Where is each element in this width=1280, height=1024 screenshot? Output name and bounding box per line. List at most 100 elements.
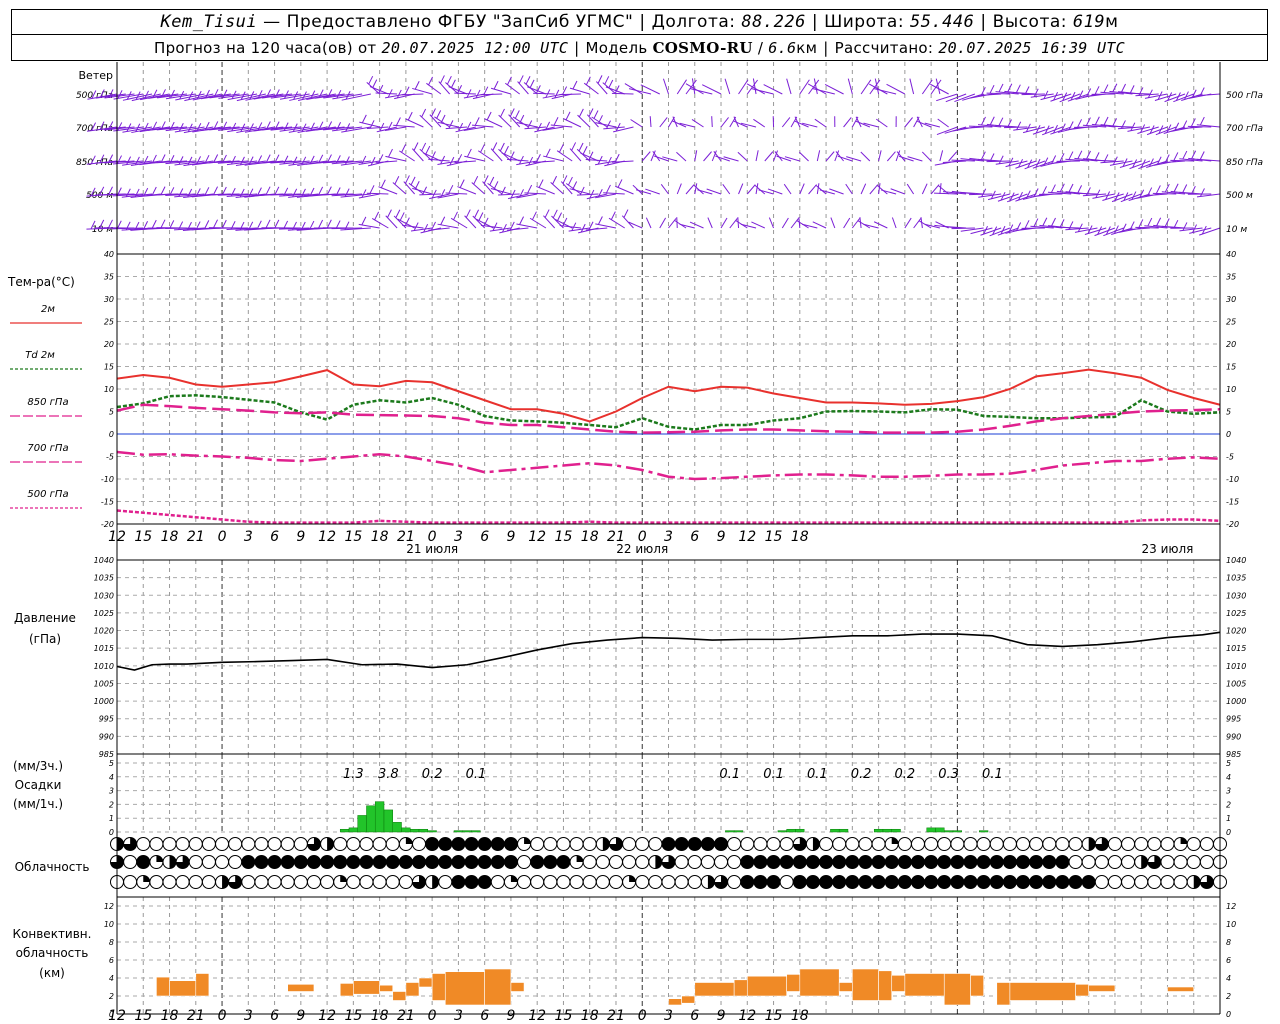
wind-barb-feather <box>981 188 987 197</box>
cloud-cover-symbol <box>241 855 256 869</box>
wind-barb-feather <box>369 185 375 194</box>
wind-barb-feather <box>519 189 524 198</box>
cloud-cover-symbol <box>228 855 243 869</box>
cloud-cover-symbol <box>306 855 321 869</box>
pressure-tick-label-left: 1040 <box>94 556 114 565</box>
cloud-cover-three-quarter <box>228 875 242 889</box>
wind-barb-feather <box>1199 116 1205 126</box>
cloud-cover-symbol <box>438 855 453 869</box>
provider-text: Предоставлено ФГБУ "ЗапСиб УГМС" <box>286 12 634 32</box>
wind-barb <box>723 156 739 162</box>
conv-cloud-bar <box>943 973 971 1006</box>
cloud-cover-symbol <box>792 855 807 869</box>
cloud-cover-symbol <box>976 837 991 851</box>
cloud-cover-symbol <box>779 837 794 851</box>
cloud-cover-symbol <box>149 837 164 851</box>
wind-barb-feather <box>1199 87 1205 96</box>
wind-barb-feather <box>465 209 471 218</box>
cloud-cover-symbol <box>648 837 663 851</box>
wind-barb <box>960 126 984 129</box>
wind-barb-feather <box>439 75 445 84</box>
wind-barb <box>405 118 424 128</box>
wind-barb <box>411 148 424 162</box>
cloud-cover-symbol <box>858 855 873 869</box>
cloud-cover-symbol <box>201 875 216 889</box>
wind-barb <box>399 150 415 162</box>
wind-barb-feather <box>527 120 533 129</box>
cloud-cover-symbol <box>582 855 597 869</box>
wind-barb-feather <box>1043 90 1049 100</box>
cloud-cover-symbol <box>963 837 978 851</box>
wind-barb-feather <box>545 89 551 98</box>
model-name: COSMO-RU <box>652 38 753 57</box>
wind-barb-feather <box>507 76 512 86</box>
wind-barb <box>904 217 912 229</box>
cloud-cover-symbol <box>543 837 558 851</box>
wind-barb-feather <box>528 156 534 166</box>
temp-tick-label-right: 0 <box>1226 430 1231 439</box>
wind-barb-feather <box>990 190 996 200</box>
wind-barb-feather <box>1158 125 1164 134</box>
wind-barb-feather <box>1077 150 1083 159</box>
precip-value-label: 0.2 <box>851 767 872 782</box>
time-tick-label-bottom: 18 <box>581 1008 599 1024</box>
wind-barb-feather <box>1097 226 1103 235</box>
cloud-cover-symbol <box>149 875 164 889</box>
pressure-line <box>116 631 1221 671</box>
wind-barb-feather <box>1164 218 1170 227</box>
cloud-cover-symbol <box>1173 855 1188 869</box>
wind-barb-feather <box>998 117 1004 126</box>
cloud-cover-symbol <box>372 875 387 889</box>
wind-barb <box>798 151 809 162</box>
wind-barb <box>874 78 880 95</box>
precip-bar <box>374 801 385 833</box>
precip-bar <box>979 830 989 833</box>
wind-barb-feather <box>431 189 437 199</box>
wind-barb-feather <box>597 155 603 165</box>
time-tick-label-bottom: 18 <box>791 1008 809 1024</box>
wind-barb-feather <box>204 220 210 229</box>
time-tick-label-bottom: 9 <box>506 1008 515 1024</box>
wind-barb-feather <box>538 179 544 188</box>
wind-barb <box>649 116 652 128</box>
wind-barb <box>624 83 643 95</box>
wind-level-label-right: 500 м <box>1226 191 1253 201</box>
wind-barb-feather <box>588 221 594 230</box>
wind-barb-feather <box>500 108 505 118</box>
cloud-cover-symbol <box>188 875 203 889</box>
cloud-cover-symbol <box>779 855 794 869</box>
temp-tick-label-right: -5 <box>1226 453 1234 462</box>
wind-barb <box>628 88 652 95</box>
wind-barb-feather <box>240 123 246 132</box>
cloud-cover-three-quarter <box>714 875 728 889</box>
wind-barb-feather <box>179 90 185 100</box>
wind-barb-feather <box>588 151 594 160</box>
wind-barb <box>645 217 652 229</box>
cloud-cover-symbol <box>910 855 925 869</box>
pressure-tick-label-left: 985 <box>99 750 114 759</box>
wind-barb-feather <box>274 89 280 98</box>
wind-barb-feather <box>151 186 157 196</box>
wind-barb-feather <box>1094 116 1100 125</box>
time-tick-label-bottom: 21 <box>397 1008 415 1024</box>
precip-bar <box>366 805 376 833</box>
precip-bar <box>725 830 735 833</box>
wind-barb <box>930 83 949 95</box>
wind-barb-feather <box>1167 92 1173 101</box>
conv-cloud-bar <box>668 998 682 1006</box>
wind-barb-feather <box>1140 159 1146 168</box>
precip-unit-3h: (мм/3ч.) <box>13 759 63 773</box>
date-label: 22 июля <box>616 542 668 556</box>
cloud-cover-symbol <box>464 875 479 889</box>
cloud-cover-symbol <box>188 837 203 851</box>
wind-barb <box>855 120 871 128</box>
wind-barb-feather <box>1033 188 1039 197</box>
cloud-cover-symbol <box>976 855 991 869</box>
temp-tick-label-left: 0 <box>109 430 114 439</box>
cloud-cover-symbol <box>819 837 834 851</box>
temp-tick-label-left: 5 <box>109 408 114 417</box>
precip-tick-label-right: 0 <box>1226 828 1231 837</box>
wind-barb <box>691 118 704 128</box>
wind-barb-feather <box>143 122 149 132</box>
wind-barb <box>814 118 827 128</box>
